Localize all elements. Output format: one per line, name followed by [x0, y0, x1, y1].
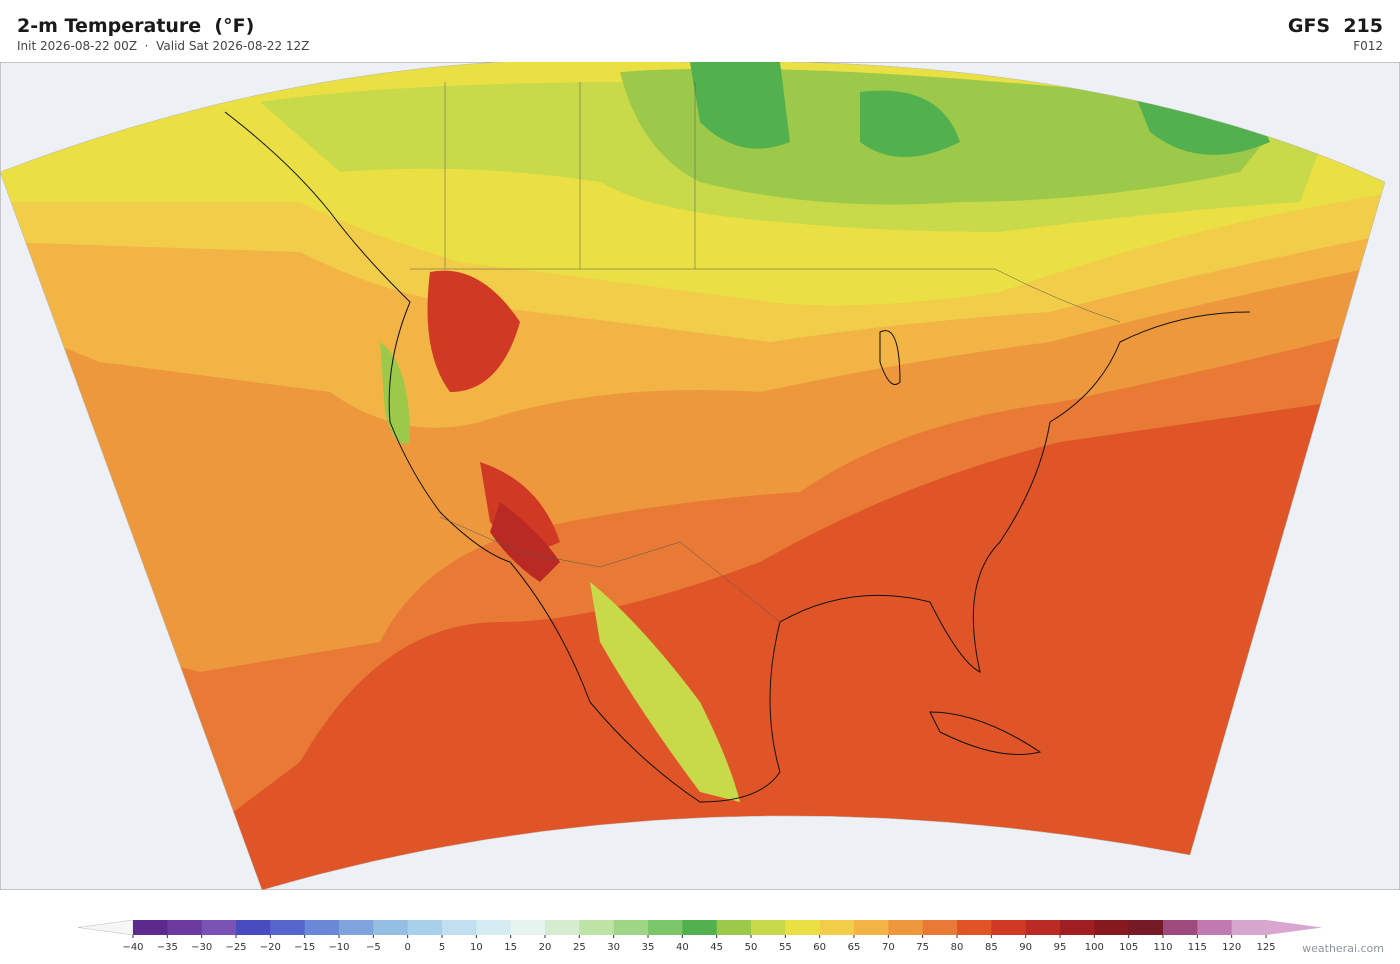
colorbar-tick-label: 120 [1222, 942, 1241, 953]
colorbar-tick-label: 60 [813, 942, 826, 953]
colorbar-tick-label: −20 [260, 942, 281, 953]
colorbar-bin [922, 920, 958, 935]
borders [410, 82, 1121, 623]
colorbar-tick-label: −10 [328, 942, 349, 953]
colorbar-tick-label: 35 [642, 942, 655, 953]
watermark: weatherai.com [1302, 942, 1384, 955]
colorbar-bin [270, 920, 306, 935]
colorbar-bin [133, 920, 168, 935]
colorbar-tick-label: 5 [439, 942, 445, 953]
colorbar-bin [304, 920, 340, 935]
colorbar-bin [716, 920, 752, 935]
colorbar-tick-label: 95 [1054, 942, 1067, 953]
colorbar-tick-label: 90 [1019, 942, 1032, 953]
colorbar-tick-label: 85 [985, 942, 998, 953]
colorbar-bin [1163, 920, 1198, 935]
colorbar-tick-label: −25 [225, 942, 246, 953]
title: 2-m Temperature (°F) [17, 15, 255, 37]
colorbar-bin [1197, 920, 1233, 935]
colorbar-tick-label: −35 [157, 942, 178, 953]
colorbar-bin [888, 920, 924, 935]
colorbar-tick-label: 55 [779, 942, 792, 953]
temperature-field [0, 62, 1385, 890]
colorbar-tick-label: 65 [848, 942, 861, 953]
colorbar-bin [785, 920, 821, 935]
colorbar-tick-label: 45 [710, 942, 723, 953]
colorbar-bin [1094, 920, 1130, 935]
subtitle: Init 2026-08-22 00Z · Valid Sat 2026-08-… [17, 39, 310, 53]
colorbar-bin [167, 920, 203, 935]
domain-edge [0, 62, 1386, 890]
colorbar-bin [339, 920, 374, 935]
colorbar-tick-label: −40 [122, 942, 143, 953]
colorbar-bin [648, 920, 683, 935]
coastlines [224, 111, 1251, 803]
colorbar-bin [1025, 920, 1061, 935]
colorbar-bin [957, 920, 992, 935]
colorbar-tick-label: 0 [404, 942, 410, 953]
map [0, 62, 1400, 890]
colorbar-bin [682, 920, 718, 935]
colorbar-bin [373, 920, 409, 935]
colorbar-bin [545, 920, 580, 935]
colorbar-tick-label: 100 [1085, 942, 1104, 953]
colorbar-bin [476, 920, 512, 935]
colorbar-tick-label: −30 [191, 942, 212, 953]
colorbar-tick-label: 10 [470, 942, 483, 953]
colorbar-bin [236, 920, 271, 935]
colorbar-bin [613, 920, 649, 935]
colorbar-bin [1231, 920, 1267, 935]
colorbar-bin [991, 920, 1027, 935]
colorbar-tick-label: 25 [573, 942, 586, 953]
colorbar-tick-label: 105 [1119, 942, 1138, 953]
colorbar: −40 −35 −30 −25 −20 −15 −10 −5 0 5 10 15 20 25 30 35 40 4… [77, 919, 1322, 953]
colorbar-under [77, 919, 134, 936]
model-label: GFS 215 [1287, 15, 1383, 37]
colorbar-tick-label: 20 [539, 942, 552, 953]
colorbar-bin [442, 920, 477, 935]
colorbar-tick-label: 70 [882, 942, 895, 953]
colorbar-bin [1128, 920, 1164, 935]
colorbar-over [1266, 920, 1322, 935]
colorbar-tick-label: 125 [1256, 942, 1275, 953]
forecast-hour: F012 [1353, 39, 1383, 53]
colorbar-tick-label: 30 [607, 942, 620, 953]
colorbar-bin [407, 920, 443, 935]
colorbar-tick-label: 115 [1188, 942, 1207, 953]
colorbar-tick-label: 75 [916, 942, 929, 953]
colorbar-bin [510, 920, 546, 935]
colorbar-bin [579, 920, 615, 935]
colorbar-bin [819, 920, 855, 935]
colorbar-bin [751, 920, 786, 935]
colorbar-bin [201, 920, 237, 935]
colorbar-bin [854, 920, 889, 935]
colorbar-tick-label: 110 [1153, 942, 1172, 953]
colorbar-tick-label: −15 [294, 942, 315, 953]
colorbar-tick-label: −5 [366, 942, 381, 953]
colorbar-tick-label: 40 [676, 942, 689, 953]
colorbar-tick-label: 15 [504, 942, 517, 953]
colorbar-bin [1060, 920, 1095, 935]
colorbar-tick-label: 50 [745, 942, 758, 953]
colorbar-tick-label: 80 [951, 942, 964, 953]
